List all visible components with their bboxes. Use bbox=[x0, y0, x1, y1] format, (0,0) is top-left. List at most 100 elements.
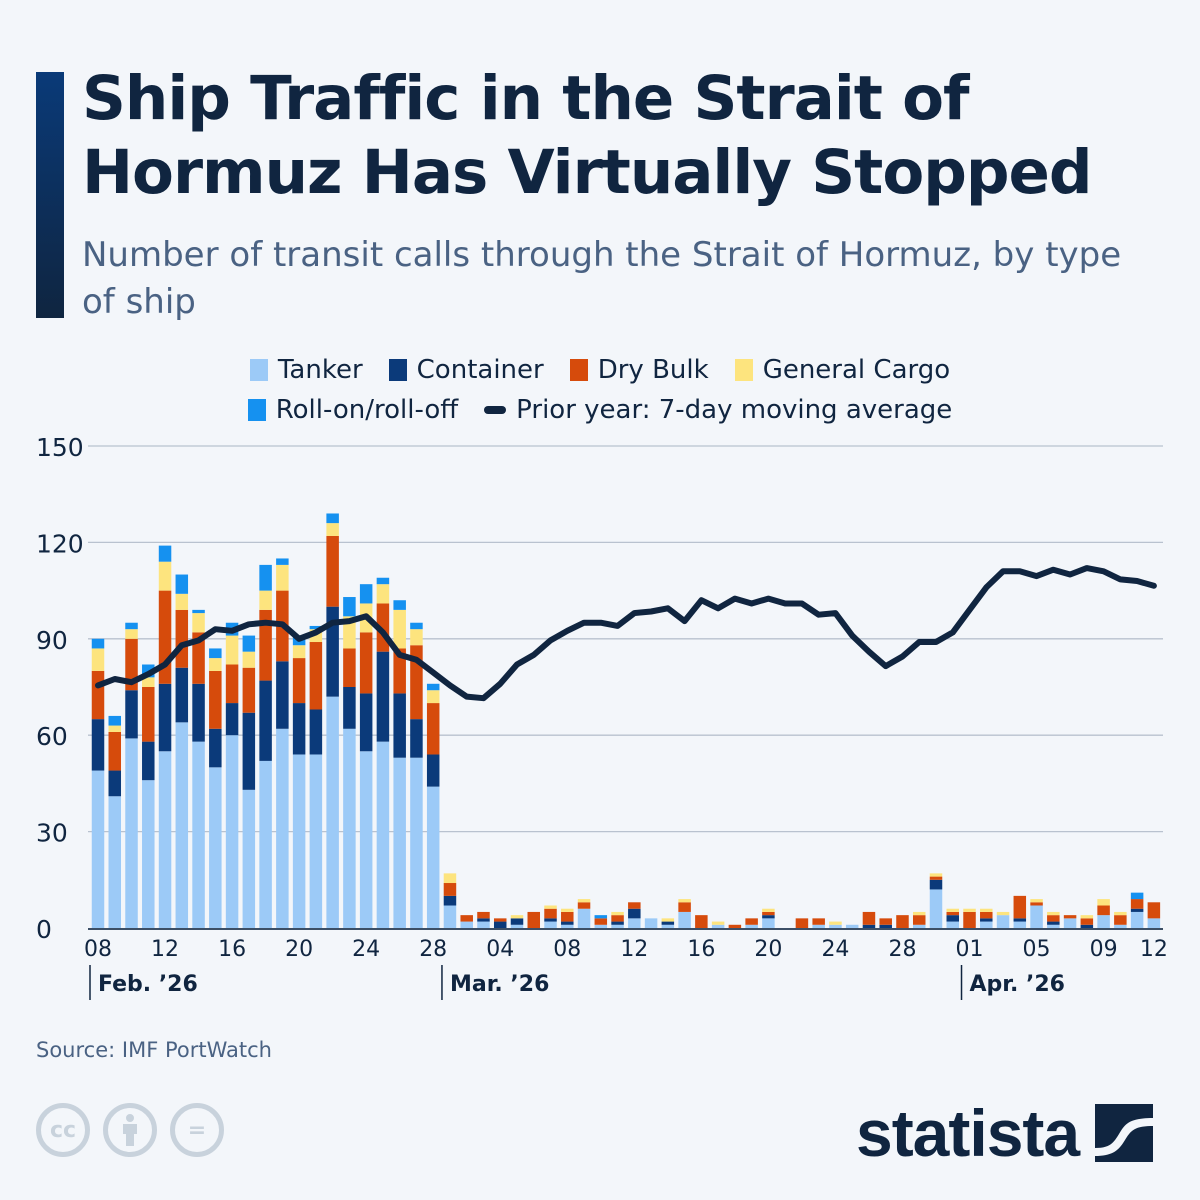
bar-dry-bulk-46 bbox=[862, 911, 876, 925]
attribution-icon[interactable] bbox=[103, 1103, 157, 1157]
bar-container-8 bbox=[225, 703, 239, 736]
bar-container-23 bbox=[477, 918, 490, 922]
bar-general-cargo-28 bbox=[561, 908, 574, 912]
bar-tanker-1 bbox=[108, 796, 122, 928]
bar-stack-49 bbox=[912, 911, 926, 928]
bar-tanker-63 bbox=[1147, 918, 1161, 928]
bar-stack-51 bbox=[946, 908, 960, 928]
bar-container-3 bbox=[142, 741, 155, 781]
bar-stack-61 bbox=[1114, 911, 1127, 928]
bar-general-cargo-34 bbox=[661, 918, 675, 922]
chart-subtitle: Number of transit calls through the Stra… bbox=[82, 235, 1122, 322]
bar-roll-on-roll-off-30 bbox=[594, 915, 608, 919]
bar-general-cargo-21 bbox=[443, 873, 457, 884]
bar-tanker-37 bbox=[711, 924, 725, 928]
y-axis-ticks: 0 30 60 90 120 150 bbox=[36, 433, 84, 944]
bar-dry-bulk-52 bbox=[963, 911, 976, 928]
x-tick-label-28: 08 bbox=[553, 937, 581, 962]
license-icons: cc = bbox=[36, 1103, 224, 1157]
bar-general-cargo-6 bbox=[192, 613, 205, 633]
bar-container-31 bbox=[611, 921, 624, 925]
legend-item-roro: Roll-on/roll-off bbox=[247, 395, 458, 425]
bar-stack-39 bbox=[745, 918, 758, 928]
legend-line-swatch bbox=[484, 406, 507, 414]
statista-mark-icon bbox=[1095, 1104, 1154, 1162]
bar-stack-50 bbox=[929, 873, 943, 928]
bar-dry-bulk-53 bbox=[980, 911, 993, 919]
cc-icon[interactable]: cc bbox=[36, 1103, 90, 1157]
bar-container-5 bbox=[175, 667, 189, 723]
bar-dry-bulk-16 bbox=[359, 632, 373, 694]
bar-dry-bulk-18 bbox=[393, 648, 406, 694]
x-tick-label-40: 20 bbox=[754, 937, 782, 962]
y-tick-label-120: 120 bbox=[36, 529, 84, 558]
statista-logo[interactable]: statista bbox=[856, 1098, 1154, 1168]
bar-general-cargo-57 bbox=[1047, 911, 1060, 916]
bar-stack-26 bbox=[527, 911, 541, 928]
bar-stack-18 bbox=[393, 600, 406, 928]
nd-glyph: = bbox=[187, 1117, 207, 1143]
bar-stack-10 bbox=[259, 564, 272, 928]
no-derivatives-icon[interactable]: = bbox=[170, 1103, 224, 1157]
x-tick-label-0: 08 bbox=[84, 937, 112, 962]
bar-stack-8 bbox=[225, 622, 239, 928]
bar-dry-bulk-43 bbox=[812, 918, 825, 925]
bar-dry-bulk-57 bbox=[1047, 915, 1060, 922]
bar-stack-20 bbox=[426, 683, 440, 928]
bar-dry-bulk-55 bbox=[1013, 895, 1027, 919]
bar-stack-33 bbox=[644, 918, 658, 928]
bar-dry-bulk-36 bbox=[695, 915, 708, 928]
bar-dry-bulk-60 bbox=[1097, 905, 1110, 916]
bar-container-11 bbox=[276, 661, 289, 729]
bar-tanker-29 bbox=[577, 908, 591, 928]
legend-row-2: Roll-on/roll-off Prior year: 7-day movin… bbox=[0, 390, 1200, 430]
bar-tanker-32 bbox=[628, 918, 641, 928]
bar-container-21 bbox=[443, 895, 457, 906]
bar-dry-bulk-63 bbox=[1147, 902, 1161, 919]
bar-general-cargo-10 bbox=[259, 590, 272, 610]
bar-dry-bulk-58 bbox=[1063, 915, 1077, 919]
bar-general-cargo-20 bbox=[426, 690, 440, 704]
x-axis: 08 12 16 20 24 28 04 08 12 16 20 24 28 01 05 09 12 Feb. ’… bbox=[84, 928, 1168, 1000]
bar-dry-bulk-31 bbox=[611, 915, 624, 922]
legend: Tanker Container Dry Bulk General Cargo … bbox=[0, 350, 1200, 430]
bar-stack-57 bbox=[1047, 911, 1060, 928]
title-accent-bar bbox=[36, 72, 64, 318]
bar-stack-27 bbox=[544, 905, 557, 928]
bar-general-cargo-14 bbox=[326, 523, 339, 536]
bar-stack-15 bbox=[343, 597, 356, 928]
bar-container-15 bbox=[343, 687, 356, 729]
bar-stack-29 bbox=[577, 899, 591, 928]
bar-tanker-27 bbox=[544, 921, 557, 928]
bar-stack-62 bbox=[1130, 892, 1144, 928]
bar-dry-bulk-6 bbox=[192, 632, 205, 684]
bar-tanker-5 bbox=[175, 722, 189, 928]
bar-stack-6 bbox=[192, 609, 205, 928]
x-tick-label-32: 12 bbox=[620, 937, 648, 962]
bar-tanker-49 bbox=[912, 924, 926, 928]
bar-general-cargo-40 bbox=[762, 908, 775, 912]
legend-swatch-tanker bbox=[249, 359, 268, 381]
bar-stack-16 bbox=[359, 584, 373, 928]
y-tick-label-60: 60 bbox=[36, 722, 68, 751]
bar-roll-on-roll-off-18 bbox=[393, 600, 406, 610]
bar-dry-bulk-56 bbox=[1030, 902, 1043, 906]
bar-general-cargo-44 bbox=[829, 921, 842, 925]
legend-item-general-cargo: General Cargo bbox=[734, 355, 950, 385]
bar-tanker-0 bbox=[91, 770, 105, 928]
bar-container-10 bbox=[259, 680, 272, 761]
bar-tanker-10 bbox=[259, 760, 272, 928]
bar-general-cargo-61 bbox=[1114, 911, 1127, 916]
bar-dry-bulk-8 bbox=[225, 664, 239, 704]
bar-roll-on-roll-off-0 bbox=[91, 638, 105, 649]
bar-dry-bulk-12 bbox=[292, 658, 306, 704]
bar-dry-bulk-0 bbox=[91, 670, 105, 720]
bar-tanker-15 bbox=[343, 728, 356, 928]
bar-general-cargo-0 bbox=[91, 648, 105, 671]
bar-stack-58 bbox=[1063, 915, 1077, 928]
legend-label-dry-bulk: Dry Bulk bbox=[597, 355, 709, 385]
month-label-0: Feb. ’26 bbox=[98, 972, 198, 997]
bar-dry-bulk-24 bbox=[493, 918, 507, 922]
bar-stack-48 bbox=[896, 915, 909, 928]
bar-stack-1 bbox=[108, 715, 122, 928]
